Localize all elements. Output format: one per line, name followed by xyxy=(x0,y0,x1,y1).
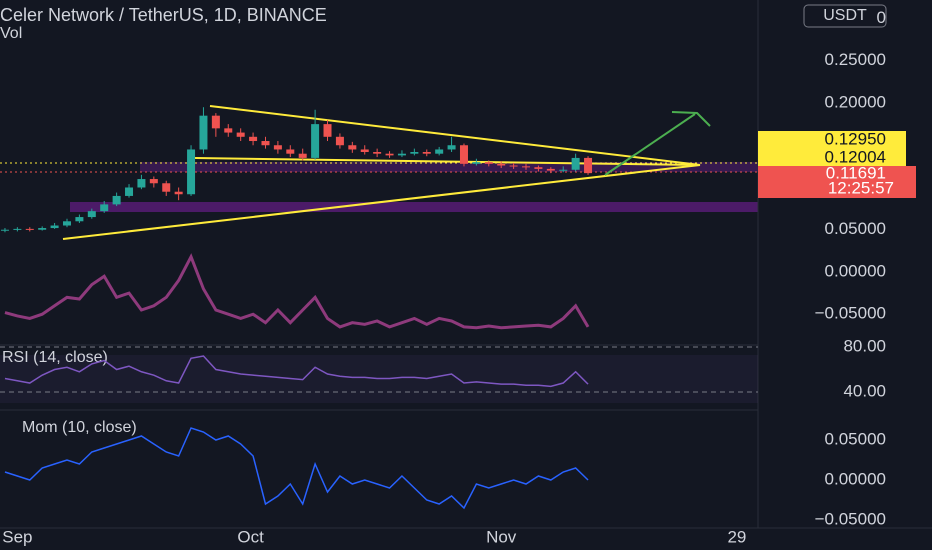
candle-body xyxy=(335,136,344,146)
candle-body xyxy=(298,153,307,158)
x-tick-label: Sep xyxy=(2,527,32,546)
candle-body xyxy=(224,128,233,133)
x-tick-label: 29 xyxy=(727,527,746,546)
candle-body xyxy=(286,149,295,154)
candle-body xyxy=(149,179,158,184)
mom-title: Mom (10, close) xyxy=(22,419,137,436)
candle-body xyxy=(522,166,531,168)
zone xyxy=(70,202,758,212)
candle-body xyxy=(447,145,456,150)
y-tick-label: 40.00 xyxy=(843,382,886,401)
candle-body xyxy=(211,115,220,129)
candle-body xyxy=(534,167,543,169)
rsi-title: RSI (14, close) xyxy=(2,349,108,366)
candle-body xyxy=(25,228,34,230)
candle-body xyxy=(435,149,444,154)
candle-body xyxy=(584,157,593,174)
candle-body xyxy=(87,211,96,218)
candle-body xyxy=(348,145,357,150)
indicator-line xyxy=(4,253,590,330)
candle-body xyxy=(410,152,419,154)
candle-body xyxy=(397,153,406,156)
countdown: 12:25:57 xyxy=(828,178,894,197)
y-tick-label: 0.05000 xyxy=(825,429,886,448)
y-tick-label: 0 xyxy=(877,8,886,27)
candle-body xyxy=(571,157,580,170)
indicator-line xyxy=(4,427,589,510)
candle-body xyxy=(385,153,394,156)
y-tick-label: 0.00000 xyxy=(825,261,886,280)
price-label: 0.12950 xyxy=(825,129,886,148)
candle-body xyxy=(50,225,59,229)
candle-body xyxy=(62,221,71,226)
candle-body xyxy=(323,124,332,137)
candle-body xyxy=(199,115,208,150)
price-label: 0.11691 xyxy=(826,163,886,182)
candle-body xyxy=(249,136,258,142)
candle-body xyxy=(360,149,369,153)
candle-body xyxy=(422,152,431,154)
arrow xyxy=(604,113,696,176)
candle-body xyxy=(13,228,22,230)
currency[interactable]: USDT xyxy=(823,7,867,24)
candle-body xyxy=(137,179,146,188)
y-tick-label: 0.00000 xyxy=(825,469,886,488)
candle-body xyxy=(273,145,282,150)
candle-body xyxy=(100,204,109,212)
y-tick-label: 0.20000 xyxy=(825,92,886,111)
x-tick-label: Oct xyxy=(237,527,264,546)
candle-body xyxy=(187,149,196,195)
candle-body xyxy=(174,191,183,195)
candle-body xyxy=(162,183,171,192)
candle-body xyxy=(472,162,481,164)
y-tick-label: −0.05000 xyxy=(815,304,886,323)
price-label: 0.12004 xyxy=(825,147,886,166)
y-tick-label: 0.25000 xyxy=(825,50,886,69)
x-tick-label: Nov xyxy=(486,527,517,546)
triangle xyxy=(62,164,701,240)
zone xyxy=(140,162,758,172)
candle-body xyxy=(497,163,506,166)
candle-body xyxy=(546,168,555,171)
candle-body xyxy=(311,124,320,158)
candle-body xyxy=(559,169,568,171)
price-box xyxy=(758,149,906,167)
candle-body xyxy=(459,145,468,164)
price-box xyxy=(758,166,916,198)
candle-body xyxy=(125,187,134,196)
y-tick-label: −0.05000 xyxy=(815,509,886,528)
currency-box[interactable] xyxy=(803,4,887,28)
subtitle: Vol xyxy=(0,25,22,42)
indicator-line xyxy=(4,355,589,388)
price-box xyxy=(758,131,906,149)
candle-body xyxy=(38,228,47,230)
candle-body xyxy=(261,141,270,146)
candle-body xyxy=(0,229,9,231)
candle-body xyxy=(509,165,518,167)
candle-body xyxy=(75,217,84,222)
y-tick-label: 0.05000 xyxy=(825,219,886,238)
y-tick-label: 80.00 xyxy=(843,337,886,356)
chart-title: Celer Network / TetherUS, 1D, BINANCE xyxy=(0,5,327,25)
candle-body xyxy=(373,152,382,154)
arrow-head xyxy=(671,111,711,127)
candle-body xyxy=(236,132,245,137)
candle-body xyxy=(112,195,121,205)
candle-body xyxy=(484,162,493,164)
